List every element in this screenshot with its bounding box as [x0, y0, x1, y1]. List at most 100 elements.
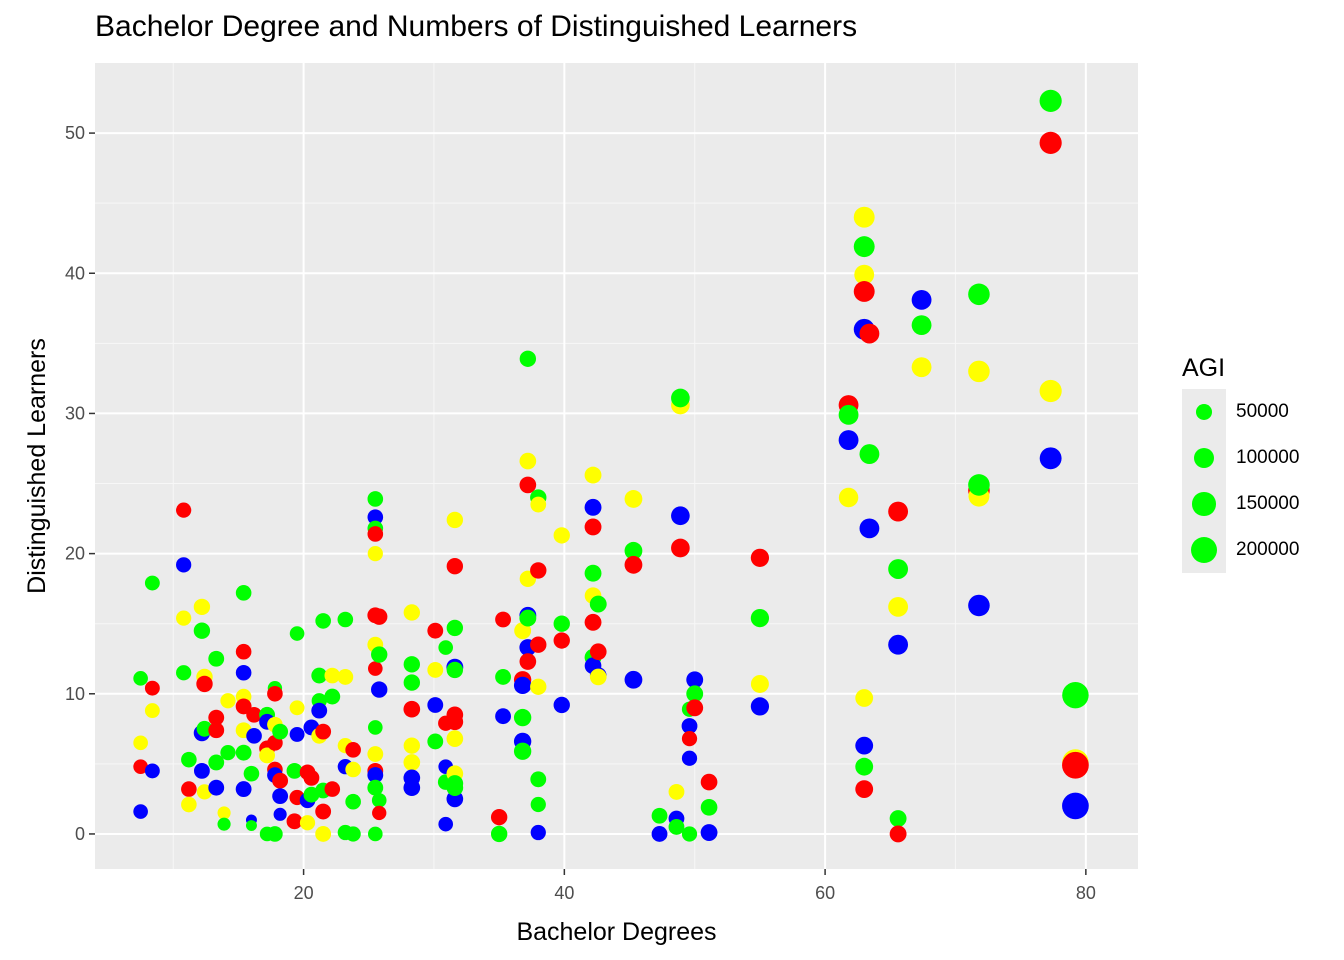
- data-point: [446, 511, 464, 529]
- data-point: [671, 506, 690, 526]
- data-point: [519, 350, 537, 367]
- data-point: [490, 808, 508, 826]
- data-point: [624, 555, 643, 574]
- data-point: [855, 757, 874, 776]
- data-point: [495, 708, 511, 725]
- data-point: [299, 815, 316, 831]
- data-point: [345, 761, 361, 778]
- data-point: [427, 622, 444, 639]
- data-point: [446, 713, 464, 731]
- y-tick-label: 40: [65, 263, 85, 283]
- data-point: [968, 360, 990, 383]
- data-point: [651, 826, 668, 842]
- data-point: [315, 803, 332, 820]
- data-point: [1039, 131, 1062, 154]
- data-point: [133, 671, 148, 686]
- data-point: [133, 735, 148, 751]
- legend-label: 150000: [1236, 493, 1300, 514]
- data-point: [668, 819, 685, 835]
- data-point: [311, 667, 328, 684]
- data-point: [303, 769, 320, 786]
- data-point: [324, 781, 341, 797]
- data-point: [220, 745, 236, 761]
- data-point: [196, 784, 213, 800]
- data-point: [888, 559, 909, 579]
- data-point: [651, 807, 668, 824]
- data-point: [584, 466, 602, 484]
- data-point: [1062, 792, 1089, 820]
- data-point: [671, 388, 690, 408]
- data-point: [289, 726, 305, 742]
- data-point: [371, 793, 387, 808]
- data-point: [181, 796, 197, 813]
- data-point: [838, 404, 859, 425]
- data-point: [235, 643, 252, 660]
- data-point: [1062, 681, 1089, 709]
- data-point: [446, 619, 464, 637]
- data-point: [208, 779, 225, 796]
- data-point: [337, 669, 354, 685]
- data-point: [700, 824, 718, 841]
- data-point: [700, 798, 718, 816]
- data-point: [367, 526, 384, 542]
- data-point: [911, 357, 932, 378]
- data-point: [371, 646, 388, 663]
- data-point: [514, 622, 532, 640]
- data-point: [553, 696, 570, 714]
- data-point: [235, 781, 252, 798]
- data-point: [273, 807, 287, 821]
- data-point: [495, 611, 511, 628]
- data-point: [345, 793, 361, 810]
- data-point: [427, 697, 444, 713]
- data-point: [133, 804, 148, 819]
- data-point: [367, 720, 383, 735]
- data-point: [208, 754, 225, 771]
- data-point: [403, 737, 420, 754]
- data-point: [245, 820, 257, 832]
- x-tick-label: 20: [294, 883, 314, 903]
- data-point: [286, 813, 303, 830]
- data-point: [686, 671, 704, 689]
- data-point: [311, 702, 328, 719]
- data-point: [750, 548, 770, 567]
- data-point: [144, 763, 160, 779]
- data-point: [337, 611, 354, 628]
- legend-item: 150000: [1182, 481, 1299, 527]
- data-point: [367, 491, 384, 507]
- legend-label: 200000: [1236, 539, 1300, 560]
- legend: AGI 50000 100000 150000 200000: [1182, 354, 1299, 573]
- data-point: [345, 742, 361, 758]
- data-point: [668, 783, 685, 800]
- data-point: [345, 826, 361, 842]
- legend-item: 100000: [1182, 435, 1299, 481]
- data-point: [272, 772, 289, 789]
- data-point: [530, 678, 547, 695]
- data-point: [700, 773, 718, 791]
- data-point: [246, 707, 262, 723]
- data-point: [530, 496, 547, 513]
- data-point: [530, 562, 547, 579]
- data-point: [553, 615, 570, 632]
- y-axis-label: Distinguished Learners: [23, 338, 51, 594]
- data-point: [446, 779, 464, 797]
- legend-item: 200000: [1182, 527, 1299, 573]
- data-point: [176, 502, 192, 518]
- data-point: [403, 754, 421, 771]
- data-point: [750, 697, 770, 716]
- data-point: [371, 681, 388, 698]
- data-point: [589, 595, 607, 613]
- data-point: [259, 747, 276, 764]
- data-point: [235, 698, 252, 715]
- data-point: [1039, 379, 1062, 403]
- data-point: [367, 661, 383, 676]
- x-tick-label: 80: [1076, 883, 1096, 903]
- data-point: [584, 498, 602, 516]
- data-point: [624, 541, 643, 560]
- data-point: [513, 676, 532, 695]
- data-point: [243, 765, 260, 782]
- data-point: [681, 718, 698, 734]
- data-point: [553, 632, 570, 649]
- data-point: [584, 613, 602, 631]
- legend-title: AGI: [1182, 354, 1226, 382]
